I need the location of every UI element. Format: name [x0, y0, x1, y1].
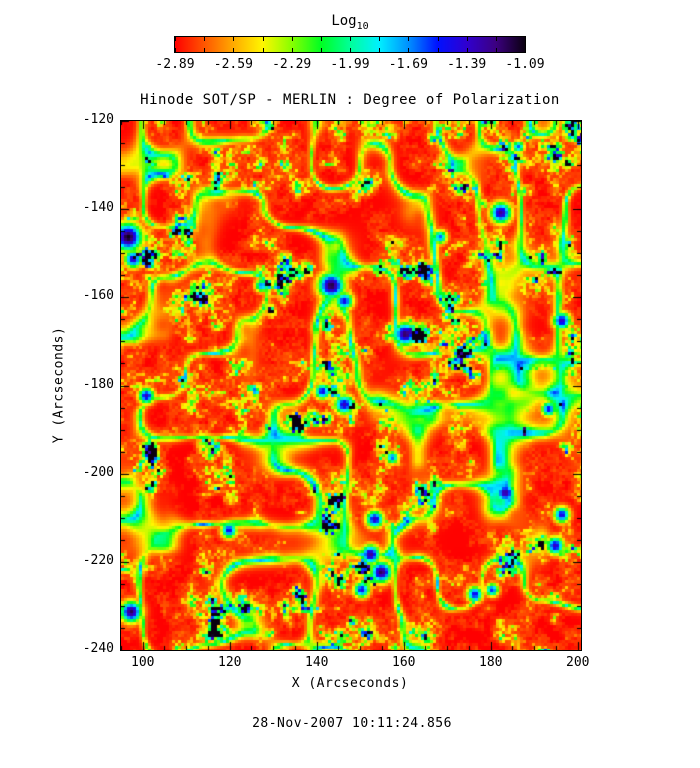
colorbar-tick — [379, 37, 381, 41]
colorbar-tick — [291, 37, 293, 41]
colorbar-tick — [408, 37, 410, 41]
colorbar-tick — [437, 48, 439, 52]
colorbar-title-main: Log — [331, 13, 357, 29]
colorbar-tick — [525, 48, 526, 52]
plot-frame — [120, 120, 582, 651]
colorbar-tick-label: -1.39 — [447, 57, 487, 72]
colorbar-tick-label: -2.59 — [213, 57, 253, 72]
colorbar-tick — [262, 37, 264, 41]
colorbar-tick-label: -2.89 — [155, 57, 195, 72]
y-tick-label: -200 — [82, 464, 114, 480]
colorbar-tick — [204, 48, 206, 52]
x-tick-label: 100 — [130, 655, 155, 670]
colorbar-tick — [495, 48, 497, 52]
colorbar-tick — [437, 37, 439, 41]
y-tick-label: -160 — [82, 288, 114, 304]
colorbar — [174, 36, 526, 53]
colorbar-tick — [262, 48, 264, 52]
y-tick-label: -240 — [82, 641, 114, 656]
colorbar-tick — [466, 37, 468, 41]
x-tick-label: 120 — [217, 655, 242, 670]
y-tick-label: -180 — [82, 376, 114, 392]
x-tick-label: 200 — [565, 655, 590, 670]
colorbar-tick — [320, 37, 322, 41]
x-tick-label: 180 — [478, 655, 503, 670]
heatmap-canvas — [121, 121, 581, 650]
colorbar-tick-label: -2.29 — [272, 57, 312, 72]
timestamp: 28-Nov-2007 10:11:24.856 — [252, 716, 452, 731]
colorbar-tick-label: -1.69 — [388, 57, 428, 72]
colorbar-tick — [350, 37, 351, 41]
y-axis-title: Y (Arcseconds) — [51, 326, 67, 444]
y-tick-label: -220 — [82, 552, 114, 568]
colorbar-tick — [495, 37, 497, 41]
colorbar-title-subscript: 10 — [356, 20, 369, 32]
colorbar-tick — [525, 37, 526, 41]
colorbar-tick — [291, 48, 293, 52]
colorbar-tick — [408, 48, 410, 52]
x-tick-label: 140 — [304, 655, 329, 670]
colorbar-tick — [466, 48, 468, 52]
colorbar-tick — [320, 48, 322, 52]
x-tick-label: 160 — [391, 655, 416, 670]
y-tick-label: -120 — [82, 112, 114, 127]
colorbar-tick — [233, 48, 235, 52]
colorbar-tick — [350, 48, 351, 52]
colorbar-tick-label: -1.09 — [505, 57, 545, 72]
y-tick-label: -140 — [82, 200, 114, 216]
colorbar-tick — [204, 37, 206, 41]
colorbar-tick — [175, 48, 176, 52]
colorbar-tick — [233, 37, 235, 41]
plot-title: Hinode SOT/SP - MERLIN : Degree of Polar… — [140, 92, 560, 108]
colorbar-title: Log10 — [0, 12, 700, 36]
x-axis-title: X (Arcseconds) — [291, 676, 409, 691]
colorbar-tick — [175, 37, 176, 41]
colorbar-tick-label: -1.99 — [330, 57, 370, 72]
colorbar-tick — [379, 48, 381, 52]
